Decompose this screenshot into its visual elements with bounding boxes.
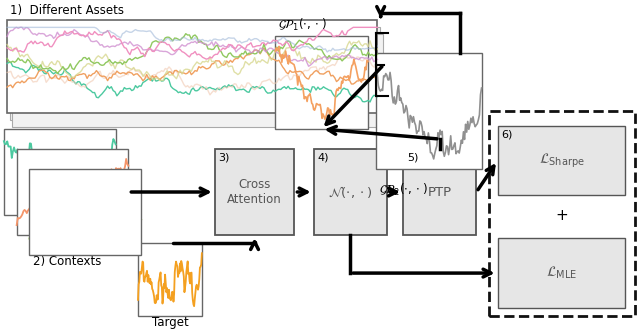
Text: $\mathcal{GP}_1(\cdot,\cdot)$: $\mathcal{GP}_1(\cdot,\cdot)$ — [278, 17, 327, 33]
FancyBboxPatch shape — [138, 243, 202, 316]
FancyBboxPatch shape — [17, 149, 129, 235]
FancyBboxPatch shape — [403, 149, 476, 235]
Text: 3): 3) — [218, 152, 230, 162]
FancyBboxPatch shape — [12, 35, 383, 127]
Text: 5): 5) — [407, 152, 418, 162]
FancyBboxPatch shape — [314, 149, 387, 235]
FancyBboxPatch shape — [4, 129, 116, 215]
Text: PTP: PTP — [428, 186, 452, 199]
Text: $\mathcal{GP}_2(\cdot,\cdot)$: $\mathcal{GP}_2(\cdot,\cdot)$ — [380, 182, 428, 198]
FancyBboxPatch shape — [376, 53, 481, 169]
Text: Target: Target — [152, 316, 188, 329]
Text: 2) Contexts: 2) Contexts — [33, 255, 101, 268]
Text: $\mathcal{N}(\cdot,\cdot)$: $\mathcal{N}(\cdot,\cdot)$ — [328, 184, 372, 200]
FancyBboxPatch shape — [7, 20, 378, 113]
Text: 1)  Different Assets: 1) Different Assets — [10, 4, 124, 17]
FancyBboxPatch shape — [214, 149, 294, 235]
Text: $\mathcal{L}_{\mathrm{MLE}}$: $\mathcal{L}_{\mathrm{MLE}}$ — [546, 265, 577, 281]
FancyBboxPatch shape — [497, 238, 625, 308]
FancyBboxPatch shape — [29, 169, 141, 255]
FancyBboxPatch shape — [275, 37, 368, 129]
Text: 6): 6) — [501, 129, 513, 139]
FancyBboxPatch shape — [497, 126, 625, 195]
Text: +: + — [556, 208, 568, 223]
Text: 4): 4) — [317, 152, 329, 162]
FancyBboxPatch shape — [10, 27, 380, 120]
Text: Cross
Attention: Cross Attention — [227, 178, 282, 206]
Text: $\mathcal{L}_{\mathrm{Sharpe}}$: $\mathcal{L}_{\mathrm{Sharpe}}$ — [538, 151, 584, 170]
